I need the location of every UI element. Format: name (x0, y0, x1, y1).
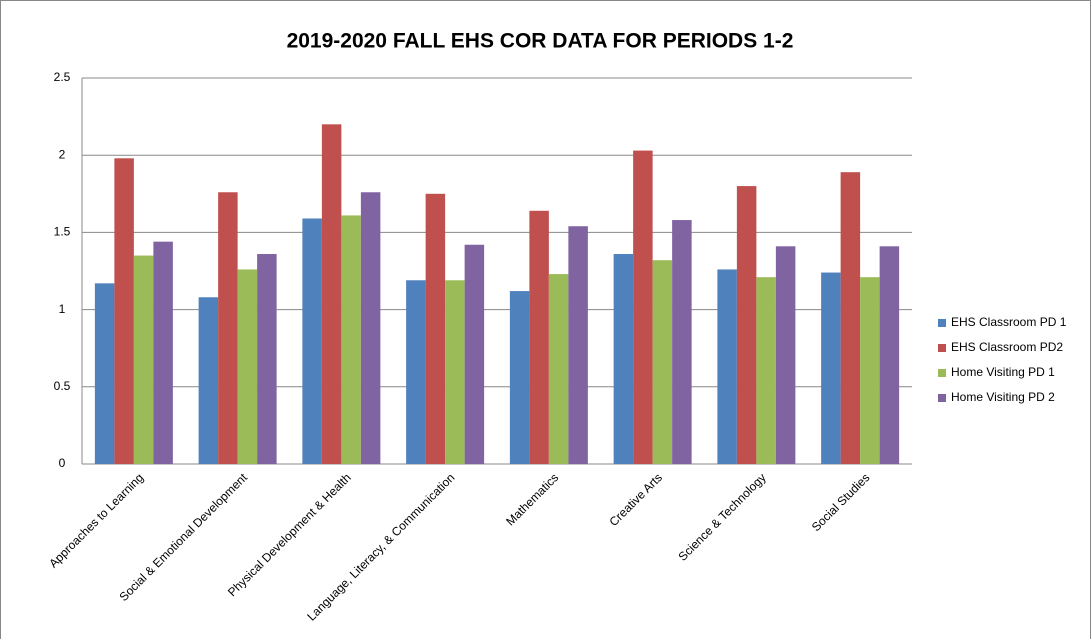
bar (257, 254, 277, 464)
bar (613, 254, 634, 464)
bar (198, 297, 219, 464)
bar (509, 291, 530, 464)
chart-title: 2019-2020 FALL EHS COR DATA FOR PERIODS … (287, 30, 794, 53)
legend-swatch (938, 394, 946, 402)
y-tick-label: 2 (59, 147, 66, 161)
bar (821, 272, 841, 464)
bar (840, 172, 861, 464)
legend-swatch (938, 369, 946, 377)
legend-swatch (938, 344, 946, 352)
legend-label: EHS Classroom PD2 (951, 340, 1063, 354)
bar (860, 277, 880, 464)
bar (717, 269, 737, 464)
legend-swatch (938, 319, 946, 327)
legend-label: Home Visiting PD 2 (951, 390, 1055, 404)
legend-label: EHS Classroom PD 1 (951, 315, 1067, 329)
bar (568, 226, 588, 464)
bar (360, 192, 381, 465)
bar (464, 244, 485, 464)
bar (218, 192, 238, 465)
bar (94, 283, 115, 464)
bar (425, 193, 446, 465)
legend-label: Home Visiting PD 1 (951, 365, 1055, 379)
bar (406, 280, 426, 464)
y-tick-label: 2.5 (54, 70, 71, 84)
bar (633, 150, 653, 464)
bar (445, 280, 465, 464)
bar (775, 246, 796, 464)
bar (529, 210, 549, 464)
y-tick-label: 0 (59, 456, 66, 470)
bar (237, 269, 258, 464)
bar (756, 277, 776, 464)
y-tick-label: 0.5 (54, 379, 71, 393)
bar (652, 260, 673, 464)
bar (736, 186, 757, 464)
bar (341, 215, 361, 464)
bar (672, 220, 692, 464)
bar (321, 124, 342, 464)
y-tick-label: 1.5 (54, 225, 71, 239)
bar (153, 241, 173, 464)
y-tick-label: 1 (59, 302, 66, 316)
bar (302, 218, 322, 464)
bar (548, 274, 569, 464)
bar (114, 158, 134, 464)
bar (133, 255, 154, 464)
bar (879, 246, 900, 464)
